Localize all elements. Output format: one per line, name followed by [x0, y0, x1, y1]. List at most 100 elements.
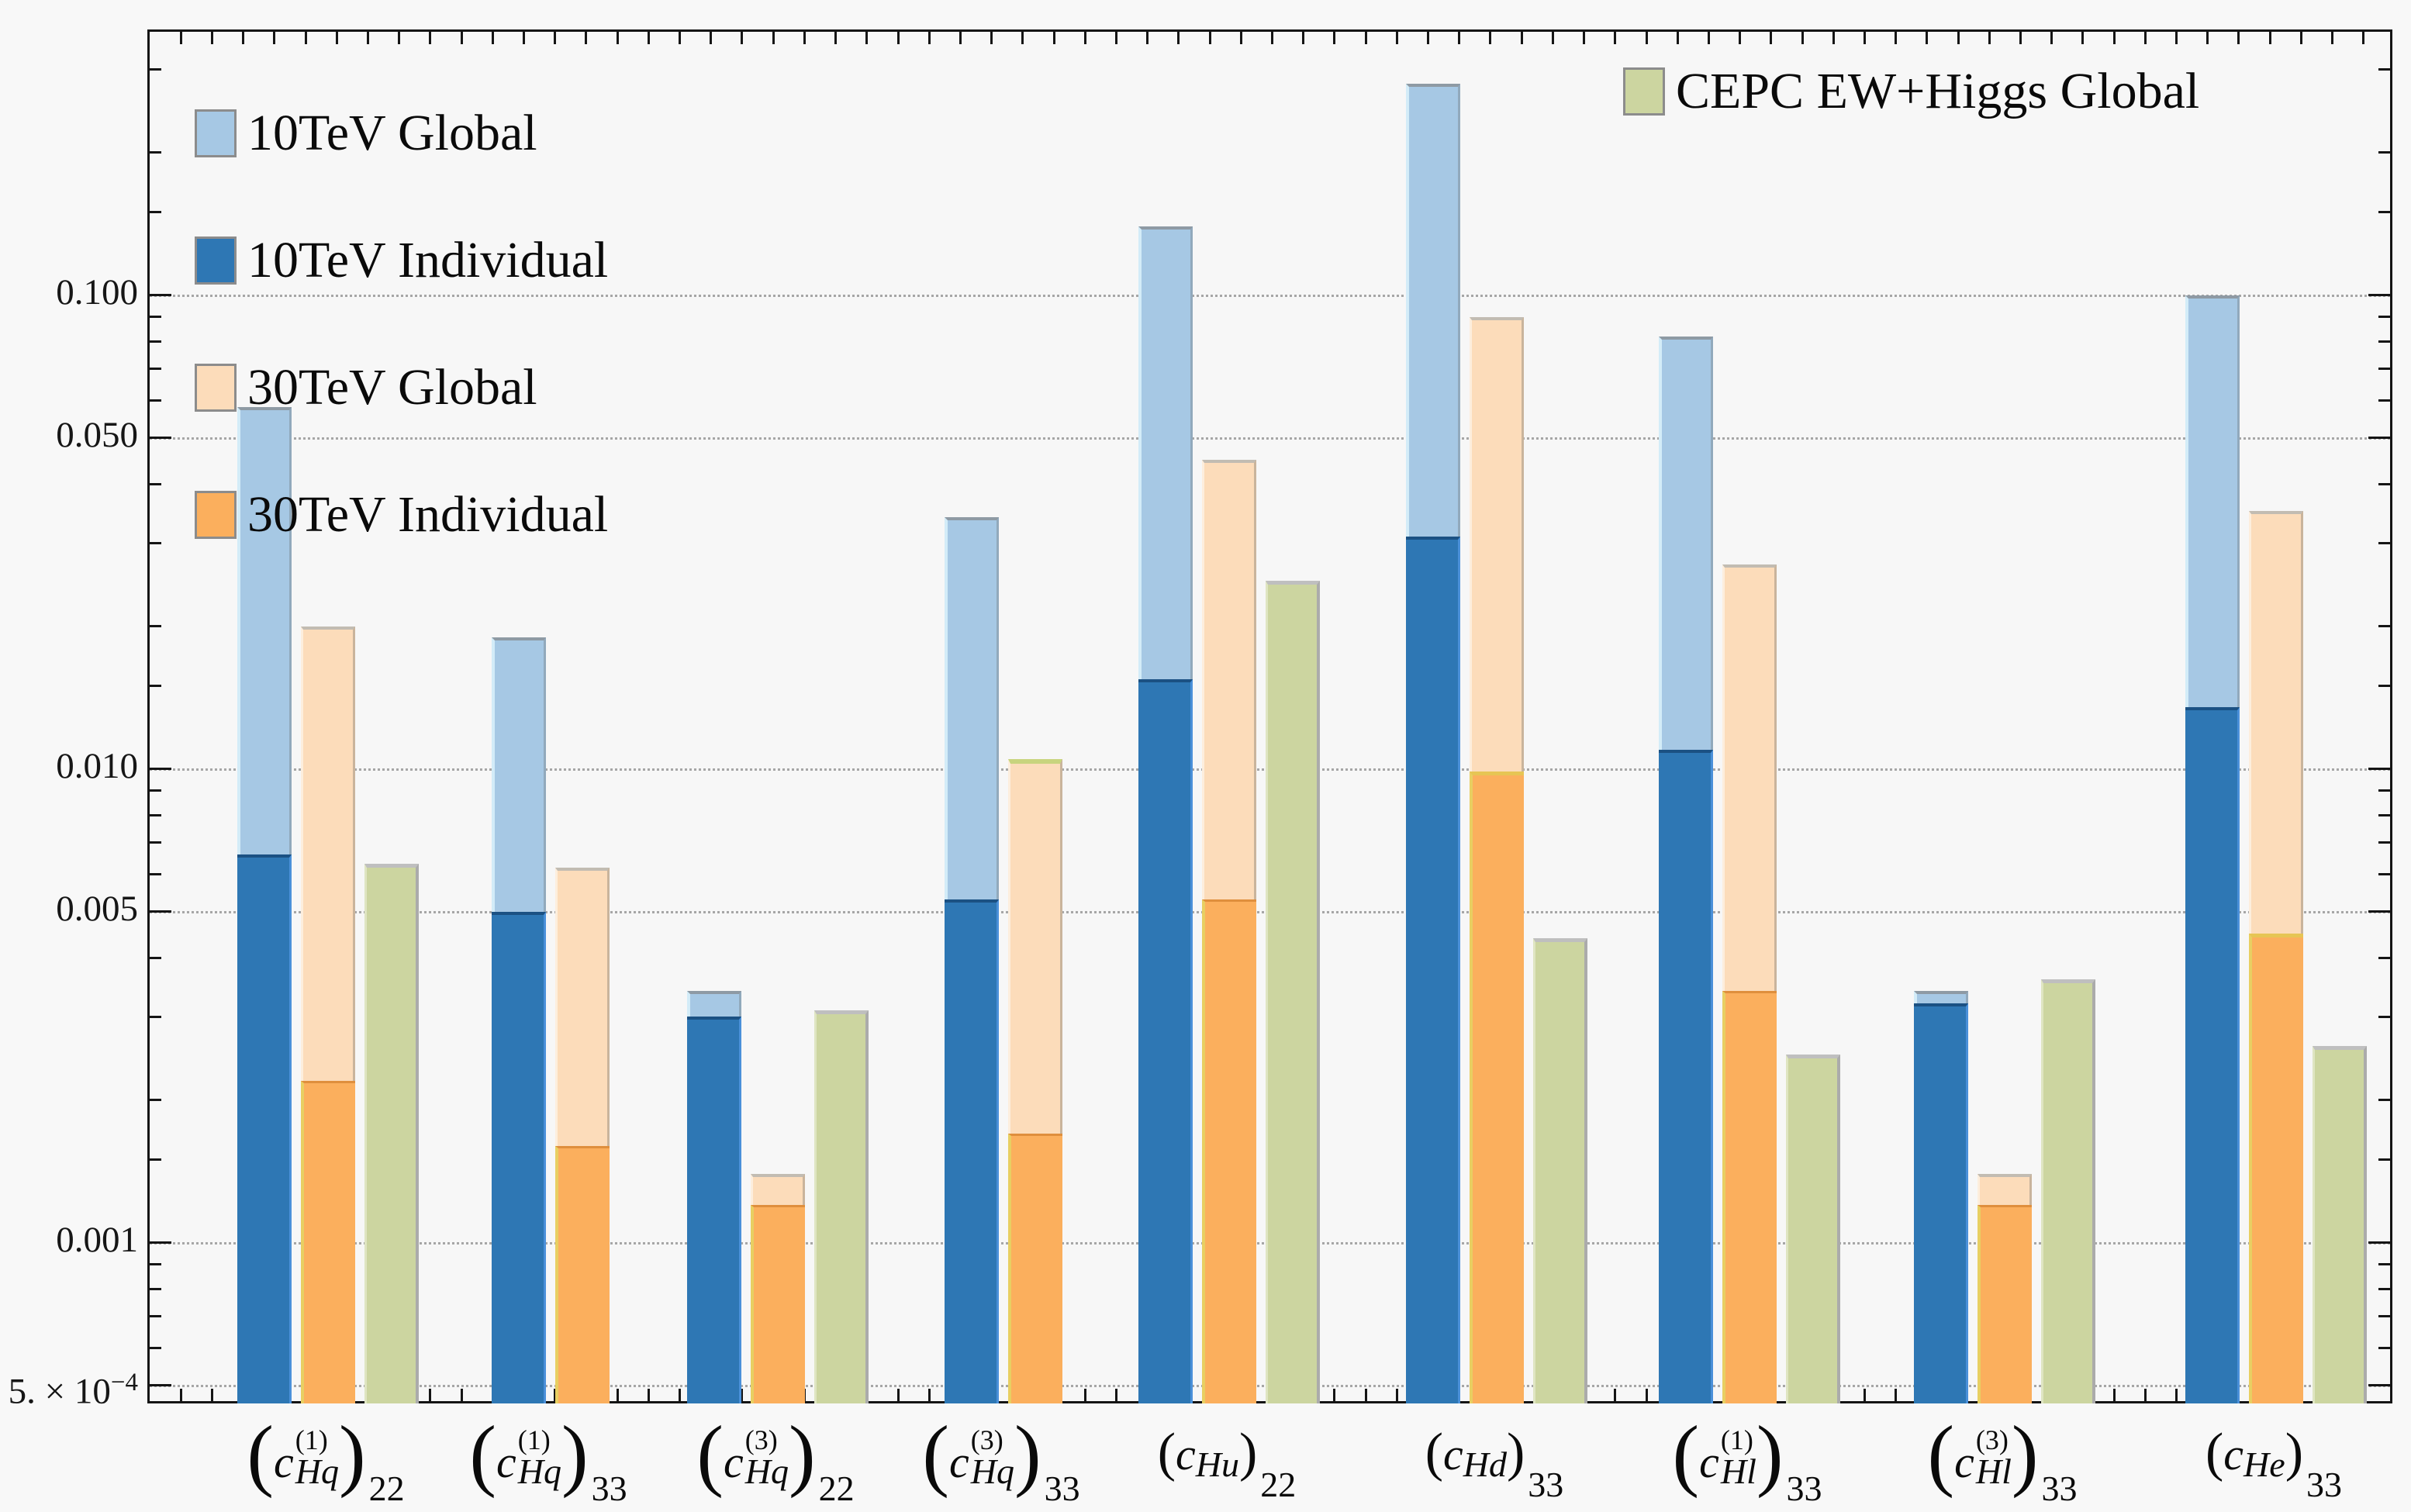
bar-30tev-individual-2 [751, 1205, 805, 1403]
x-axis-tick [1364, 32, 1367, 44]
x-axis-tick [398, 32, 401, 44]
x-axis-tick [1863, 1389, 1866, 1401]
y-axis-tick [150, 1315, 161, 1318]
x-axis-tick [1863, 32, 1866, 44]
y-axis-tick [2378, 482, 2390, 485]
x-tick-label-subscript: Hq [744, 1452, 789, 1491]
x-axis-tick [1895, 1389, 1898, 1401]
x-axis-tick [242, 32, 245, 44]
x-tick-label-part: 22 [818, 1469, 855, 1508]
x-axis-tick [2362, 32, 2365, 44]
x-axis-tick [616, 32, 619, 44]
x-axis-tick [2112, 1389, 2116, 1401]
legend-entry-10tev-individual: 10TeV Individual [195, 235, 608, 286]
x-tick-label-part: c [1176, 1429, 1196, 1479]
x-axis-tick [1364, 1389, 1367, 1401]
x-tick-label-part: 22 [1260, 1465, 1297, 1504]
y-axis-tick [2378, 151, 2390, 154]
x-tick-label-stack: (1) Hq [517, 1424, 561, 1490]
x-tick-label-stack: (3) Hq [970, 1425, 1014, 1491]
y-tick-label: 0.010 [56, 745, 138, 786]
x-tick-label-part: ( [1927, 1410, 1955, 1500]
bar-cepc-ew-higgs-global-2 [814, 1010, 869, 1403]
x-tick-label-part: 33 [1044, 1469, 1080, 1508]
y-axis-tick [2378, 1287, 2390, 1290]
x-axis-tick [647, 1389, 650, 1401]
x-axis-tick [1707, 32, 1710, 44]
bar-30tev-individual-4 [1202, 899, 1256, 1403]
x-axis-tick [959, 32, 962, 44]
y-axis-tick [2368, 1384, 2390, 1387]
bar-30tev-individual-1 [555, 1146, 610, 1403]
x-tick-label-stack: (3) Hq [744, 1424, 789, 1491]
x-axis-tick [2143, 1389, 2147, 1401]
x-tick-label-superscript: (1) [517, 1424, 551, 1455]
x-axis-tick [2081, 32, 2085, 44]
bar-10tev-individual-1 [492, 911, 546, 1403]
y-axis-tick [2378, 316, 2390, 319]
x-axis-tick [616, 1389, 619, 1401]
x-tick-label-part: 33 [2306, 1465, 2343, 1504]
x-axis-tick [1177, 32, 1180, 44]
y-tick-label: 0.001 [56, 1219, 138, 1260]
x-tick-label-hl-33: (c (3) Hl) 33 [1927, 1410, 2077, 1508]
bar-30tev-individual-6 [1722, 991, 1777, 1403]
legend-label: CEPC EW+Higgs Global [1676, 63, 2200, 119]
y-axis-tick [2368, 768, 2390, 771]
y-axis-tick [150, 1346, 161, 1349]
x-axis-tick [1395, 32, 1398, 44]
x-tick-label-superscript: (3) [1975, 1424, 2009, 1455]
x-axis-tick [1239, 32, 1242, 44]
x-axis-tick [896, 1389, 900, 1401]
x-axis-tick [1114, 32, 1117, 44]
legend-swatch-icon [195, 236, 237, 285]
x-axis-tick [460, 1389, 463, 1401]
x-axis-tick [585, 32, 588, 44]
y-tick-label: 0.005 [56, 888, 138, 929]
bar-30tev-individual-5 [1470, 771, 1524, 1403]
x-axis-tick [210, 1389, 213, 1401]
x-axis-tick [179, 32, 182, 44]
y-axis-tick [2378, 1099, 2390, 1102]
y-axis-tick [150, 872, 161, 875]
x-axis-tick [1302, 32, 1305, 44]
x-tick-label-superscript: (3) [744, 1424, 778, 1455]
x-axis-tick [1333, 1389, 1336, 1401]
y-axis-tick [150, 1384, 171, 1387]
y-axis-tick [150, 1158, 161, 1161]
y-tick-label-exponent: −4 [110, 1368, 138, 1396]
gridline [150, 437, 2390, 440]
x-axis-tick [1083, 32, 1086, 44]
x-tick-label-hq-33: (c (3) Hq) 33 [922, 1410, 1079, 1508]
x-tick-label-subscript: Hq [970, 1452, 1014, 1491]
x-axis-tick [304, 32, 307, 44]
x-axis-tick [2268, 32, 2271, 44]
x-tick-label-part: ) [1756, 1410, 1784, 1500]
bar-cepc-ew-higgs-global-7 [2041, 979, 2095, 1403]
x-axis-tick [1895, 32, 1898, 44]
x-tick-label-part: 22 [368, 1469, 405, 1508]
y-axis-tick [2378, 541, 2390, 544]
x-tick-label-part: ( [247, 1410, 275, 1500]
x-tick-label-part: ) [561, 1410, 589, 1500]
y-axis-tick [2378, 684, 2390, 687]
x-axis-tick [179, 1389, 182, 1401]
x-tick-label-part: c [1443, 1429, 1463, 1479]
y-axis-tick [2378, 399, 2390, 402]
x-axis-tick [2331, 32, 2334, 44]
x-axis-tick [1801, 32, 1804, 44]
x-axis-tick [2112, 32, 2116, 44]
y-tick-label: 0.100 [56, 271, 138, 312]
x-axis-tick [1551, 32, 1554, 44]
x-axis-tick [554, 1389, 557, 1401]
x-tick-label-part: ) [1014, 1410, 1041, 1500]
x-axis-tick [2050, 32, 2053, 44]
x-tick-label-hq-22: (c (3) Hq) 22 [696, 1414, 854, 1508]
x-tick-label-hd-33: (c Hd) 33 [1425, 1421, 1564, 1505]
x-axis-tick [647, 32, 650, 44]
x-axis-tick [990, 32, 993, 44]
bar-cepc-ew-higgs-global-0 [364, 864, 419, 1403]
x-axis-tick [1926, 32, 1929, 44]
x-axis-tick [834, 32, 838, 44]
bar-10tev-individual-0 [237, 854, 292, 1403]
